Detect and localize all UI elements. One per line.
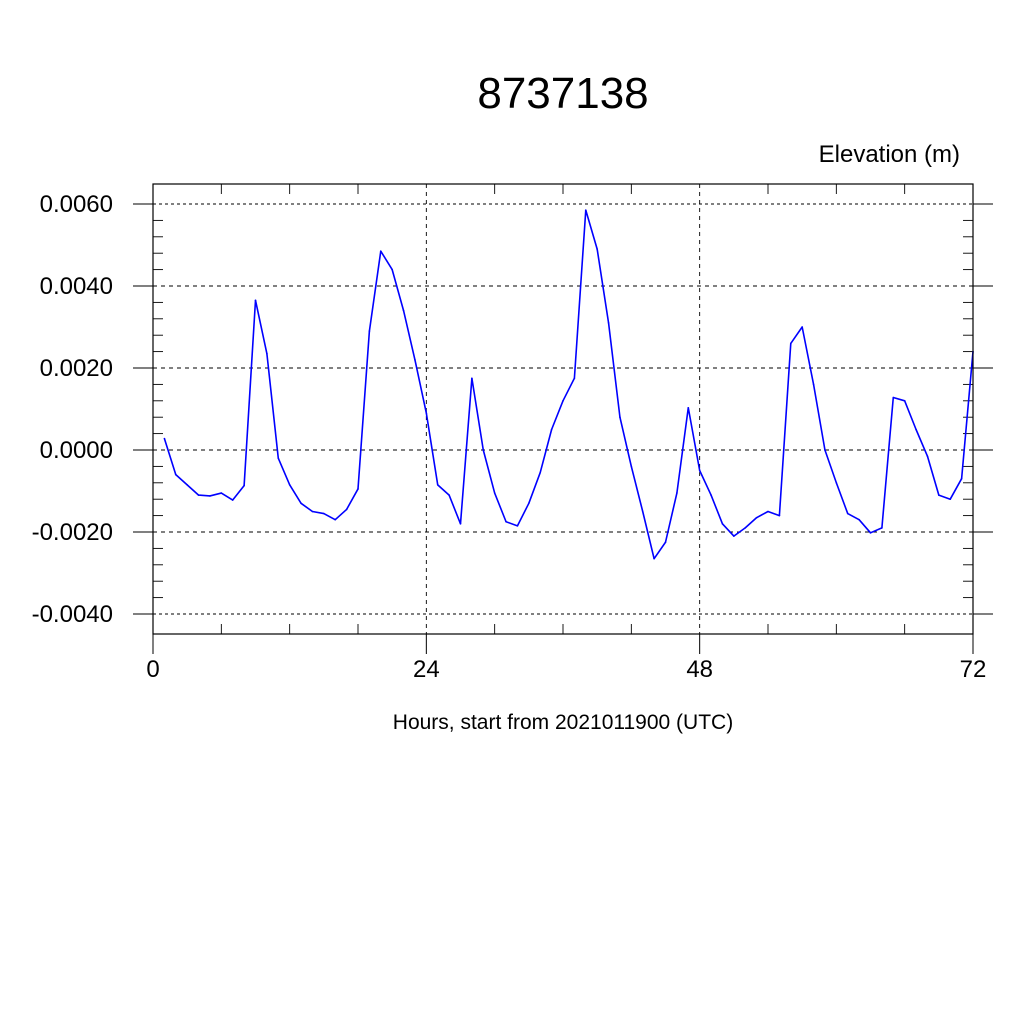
data-point	[676, 492, 678, 494]
data-point	[915, 428, 917, 431]
data-point	[607, 322, 610, 324]
data-point	[528, 502, 530, 505]
data-point	[584, 209, 587, 211]
data-point	[938, 494, 940, 496]
data-point	[186, 484, 188, 486]
data-point	[197, 494, 200, 496]
data-point	[881, 527, 883, 529]
data-point	[550, 428, 553, 431]
data-point	[767, 510, 769, 513]
series-line	[163, 209, 974, 560]
data-point	[653, 557, 655, 560]
data-point	[254, 299, 257, 302]
data-point	[414, 359, 416, 361]
x-tick-label: 72	[960, 656, 987, 683]
data-point	[163, 437, 166, 440]
data-point	[562, 400, 564, 402]
data-point	[436, 484, 439, 486]
data-point	[698, 469, 701, 472]
x-tick-labels: 0 24 48 72	[146, 656, 986, 683]
data-point	[789, 342, 792, 345]
data-point	[493, 492, 496, 494]
data-point	[755, 516, 758, 519]
y-tick-label: 0.0040	[40, 273, 113, 300]
data-point	[209, 495, 211, 497]
data-point	[744, 527, 747, 529]
data-point	[801, 326, 803, 328]
data-point	[243, 484, 245, 487]
data-point	[482, 449, 485, 451]
y-tick-label: -0.0040	[32, 601, 113, 628]
data-point	[664, 541, 667, 544]
data-point	[311, 510, 314, 513]
data-point	[379, 250, 382, 252]
data-point	[266, 352, 268, 355]
data-point	[300, 502, 302, 505]
x-tick-label: 48	[686, 656, 713, 683]
plot-frame	[152, 183, 974, 635]
data-point	[687, 406, 690, 409]
data-point	[960, 477, 963, 480]
data-point	[892, 396, 895, 399]
data-point	[459, 523, 462, 525]
data-point	[869, 532, 872, 534]
data-point	[824, 449, 826, 451]
series-layer	[163, 209, 974, 560]
data-point	[345, 508, 348, 511]
data-point	[402, 309, 405, 312]
data-point	[812, 383, 815, 386]
data-point	[471, 377, 473, 380]
data-point	[778, 514, 781, 517]
data-point	[505, 520, 507, 523]
data-point	[448, 494, 450, 496]
data-point	[516, 525, 519, 527]
data-point	[710, 494, 712, 496]
data-point	[334, 518, 337, 521]
x-axis-label: Hours, start from 2021011900 (UTC)	[393, 711, 733, 734]
grid-lines	[153, 184, 973, 634]
data-point	[425, 412, 428, 414]
x-tick-label: 0	[146, 656, 159, 683]
data-point	[391, 268, 393, 271]
chart-subtitle: Elevation (m)	[819, 141, 960, 168]
data-point	[573, 377, 576, 380]
data-point	[288, 484, 291, 486]
y-tick-labels: -0.0040 -0.0020 0.0000 0.0020 0.0040 0.0060	[32, 191, 113, 628]
data-point	[619, 416, 621, 419]
data-point	[368, 330, 371, 332]
data-point	[903, 400, 906, 402]
data-point	[539, 471, 542, 474]
data-point	[835, 482, 838, 484]
data-point	[357, 488, 359, 490]
x-tick-label: 24	[413, 656, 440, 683]
data-point	[721, 523, 724, 525]
data-point	[949, 498, 952, 501]
chart-title: 8737138	[477, 69, 648, 118]
data-point	[630, 465, 633, 468]
data-point	[220, 492, 223, 494]
data-point	[231, 499, 234, 501]
y-tick-label: -0.0020	[32, 519, 113, 546]
axis-ticks	[133, 184, 993, 654]
data-point	[174, 473, 177, 476]
data-point	[926, 455, 929, 457]
data-point	[846, 512, 849, 515]
data-point	[641, 510, 644, 513]
y-tick-label: 0.0060	[40, 191, 113, 218]
data-point	[596, 248, 598, 250]
data-point	[277, 457, 280, 460]
y-tick-label: 0.0020	[40, 355, 113, 382]
data-point	[858, 518, 860, 521]
data-point	[323, 512, 325, 515]
y-tick-label: 0.0000	[40, 437, 113, 464]
data-point	[733, 535, 735, 537]
